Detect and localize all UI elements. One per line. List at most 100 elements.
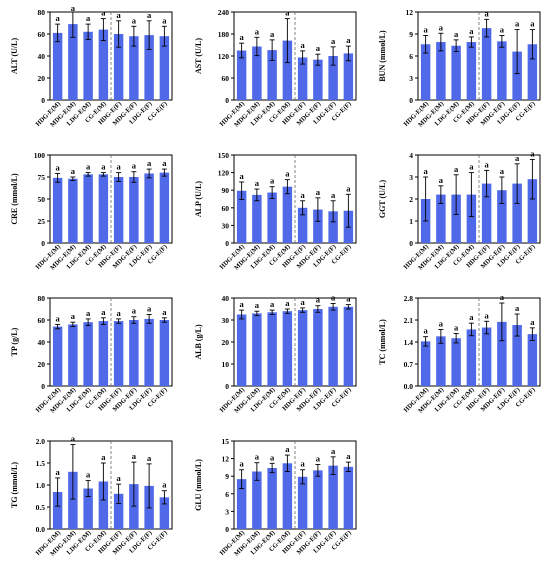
y-axis-label: TC (mmol/L) <box>378 319 387 365</box>
bar <box>436 194 446 243</box>
bar <box>98 481 109 529</box>
significance-label: a <box>56 313 61 323</box>
bar <box>236 314 247 386</box>
y-axis-label: GLU (mmol/L) <box>194 459 203 511</box>
bar <box>328 56 338 100</box>
y-tick-label: 2.0 <box>36 437 46 446</box>
bar <box>297 207 308 243</box>
significance-label: a <box>147 158 152 168</box>
significance-label: a <box>316 295 321 305</box>
y-tick-label: 30 <box>222 316 230 325</box>
bar <box>466 42 477 100</box>
y-tick-label: 25 <box>38 217 46 226</box>
significance-label: a <box>439 318 444 328</box>
y-tick-label: 80 <box>38 8 46 17</box>
significance-label: a <box>485 8 490 18</box>
significance-label: a <box>132 451 137 461</box>
y-tick-label: 20 <box>222 338 230 347</box>
y-tick-label: 9 <box>225 472 229 481</box>
y-tick-label: 0 <box>225 525 229 534</box>
y-tick-label: 0 <box>225 239 229 248</box>
significance-label: a <box>101 8 106 18</box>
y-tick-label: 240 <box>218 8 230 17</box>
significance-label: a <box>162 158 167 168</box>
y-tick-label: 0 <box>225 382 229 391</box>
significance-label: a <box>454 323 459 333</box>
bar <box>436 336 446 386</box>
y-tick-label: 100 <box>34 151 46 160</box>
significance-label: a <box>285 169 290 179</box>
bar <box>451 45 461 100</box>
significance-label: a <box>500 24 505 34</box>
significance-label: a <box>270 299 275 309</box>
bar <box>113 321 124 386</box>
bar <box>481 183 492 243</box>
significance-label: a <box>101 307 106 317</box>
bar <box>98 29 109 101</box>
significance-label: a <box>515 153 520 163</box>
significance-label: a <box>301 40 306 50</box>
bar <box>113 34 124 100</box>
bar <box>451 194 461 243</box>
bar <box>527 179 538 243</box>
bar <box>159 172 170 243</box>
y-tick-label: 80 <box>38 294 46 303</box>
y-axis-label: GGT (U/L) <box>378 180 387 219</box>
bar <box>68 471 78 529</box>
bar <box>98 321 109 386</box>
chart-panel: 0.00.51.01.52.0TG (mmol/L) aHDG-E(M)aMDG-… <box>10 434 173 558</box>
significance-label: a <box>71 311 76 321</box>
significance-label: a <box>56 13 61 23</box>
significance-label: a <box>117 473 122 483</box>
significance-label: a <box>285 8 290 18</box>
significance-label: a <box>469 162 474 172</box>
bar <box>236 190 247 243</box>
bar <box>68 24 78 101</box>
y-tick-label: 2.1 <box>404 316 414 325</box>
bar <box>159 36 170 100</box>
significance-label: a <box>71 166 76 176</box>
bar <box>297 57 308 100</box>
bar <box>144 318 154 386</box>
y-tick-label: 1.5 <box>36 459 46 468</box>
significance-label: a <box>86 162 91 172</box>
significance-label: a <box>454 29 459 39</box>
y-tick-label: 60 <box>222 204 230 213</box>
significance-label: a <box>240 459 245 469</box>
y-axis-label: TP (g/L) <box>10 327 19 356</box>
significance-label: a <box>71 3 76 13</box>
bar <box>313 309 323 386</box>
bar <box>83 322 93 386</box>
y-tick-label: 0 <box>41 96 45 105</box>
y-tick-label: 0 <box>409 96 413 105</box>
bar <box>129 36 139 100</box>
significance-label: a <box>147 304 152 314</box>
significance-label: a <box>316 453 321 463</box>
y-tick-label: 20 <box>38 74 46 83</box>
significance-label: a <box>86 470 91 480</box>
significance-label: a <box>439 175 444 185</box>
bar <box>68 324 78 386</box>
y-axis-label: ALT (U/L) <box>10 38 19 75</box>
significance-label: a <box>117 10 122 20</box>
bar <box>252 313 262 386</box>
significance-label: a <box>331 190 336 200</box>
significance-label: a <box>132 306 137 316</box>
y-axis-label: TG (mmol/L) <box>10 462 19 508</box>
y-tick-label: 60 <box>38 316 46 325</box>
bar <box>83 174 93 243</box>
significance-label: a <box>346 35 351 45</box>
bar <box>466 194 477 243</box>
significance-label: a <box>56 467 61 477</box>
significance-label: a <box>162 15 167 25</box>
significance-label: a <box>424 326 429 336</box>
y-tick-label: 180 <box>218 30 230 39</box>
significance-label: a <box>424 24 429 34</box>
significance-label: a <box>86 308 91 318</box>
significance-label: a <box>331 293 336 303</box>
significance-label: a <box>439 22 444 32</box>
y-tick-label: 0 <box>409 239 413 248</box>
